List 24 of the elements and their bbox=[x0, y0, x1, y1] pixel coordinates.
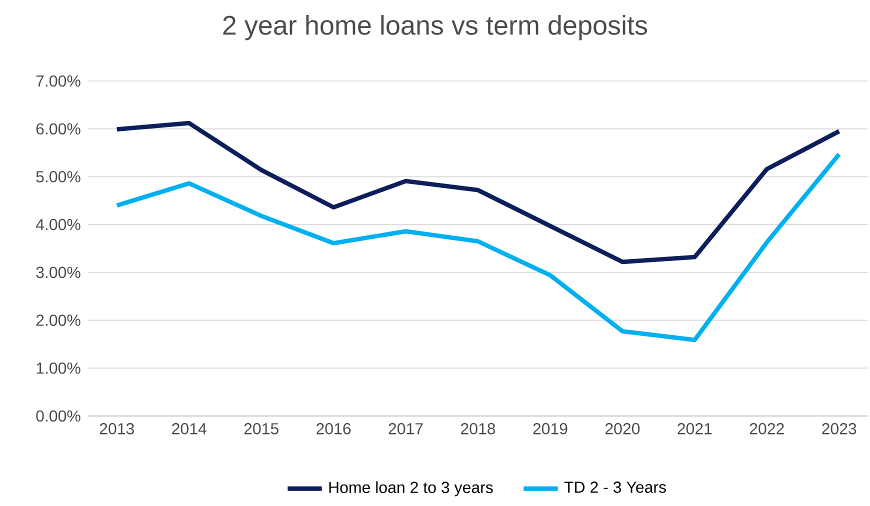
x-tick-label: 2020 bbox=[605, 423, 640, 434]
y-tick-label: 7.00% bbox=[36, 75, 80, 87]
y-tick-label: 2.00% bbox=[36, 314, 80, 326]
x-tick-label: 2016 bbox=[316, 423, 351, 434]
y-tick-label: 3.00% bbox=[36, 266, 80, 278]
y-tick-label: 0.00% bbox=[36, 410, 80, 422]
y-tick-label: 6.00% bbox=[36, 123, 80, 135]
x-tick-label: 2021 bbox=[678, 423, 712, 434]
x-tick-label: 2023 bbox=[822, 423, 856, 434]
x-tick-label: 2022 bbox=[750, 423, 784, 434]
x-tick-label: 2018 bbox=[461, 423, 496, 434]
x-tick-label: 2019 bbox=[533, 423, 568, 434]
line-series bbox=[114, 152, 842, 342]
x-tick-label: 2013 bbox=[100, 423, 134, 434]
y-tick-label: 4.00% bbox=[36, 218, 80, 230]
y-tick-label: 1.00% bbox=[36, 362, 80, 374]
x-tick-label: 2014 bbox=[172, 423, 206, 434]
legend-label: TD 2 - 3 Years bbox=[564, 482, 666, 493]
legend-label: Home loan 2 to 3 years bbox=[329, 481, 493, 496]
chart-title: 2 year home loans vs term deposits bbox=[223, 15, 648, 40]
x-tick-label: 2015 bbox=[244, 423, 278, 434]
x-tick-label: 2017 bbox=[388, 423, 423, 434]
y-tick-label: 5.00% bbox=[36, 171, 80, 182]
line-series bbox=[114, 120, 842, 264]
